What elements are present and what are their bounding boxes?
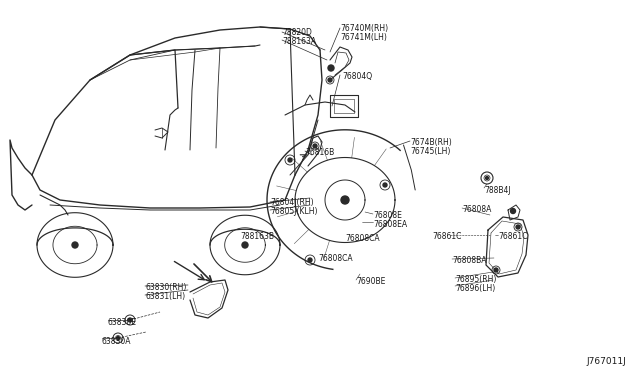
Text: 76808BA: 76808BA <box>452 256 486 265</box>
Circle shape <box>116 337 120 340</box>
Text: 76741M(LH): 76741M(LH) <box>340 33 387 42</box>
Circle shape <box>328 65 334 71</box>
Circle shape <box>288 158 292 162</box>
Text: 76808A: 76808A <box>462 205 492 214</box>
Text: 63830E: 63830E <box>108 318 137 327</box>
Text: 76808CA: 76808CA <box>345 234 380 243</box>
Circle shape <box>72 242 78 248</box>
Text: 788163B: 788163B <box>240 232 274 241</box>
Circle shape <box>486 176 488 180</box>
Text: 76808E: 76808E <box>373 211 402 220</box>
Text: 7690BE: 7690BE <box>356 277 385 286</box>
Text: 76745(LH): 76745(LH) <box>410 147 451 156</box>
Text: 63831(LH): 63831(LH) <box>145 292 185 301</box>
Text: 7674B(RH): 7674B(RH) <box>410 138 452 147</box>
Circle shape <box>242 242 248 248</box>
Text: 76808EA: 76808EA <box>373 220 407 229</box>
Circle shape <box>383 183 387 187</box>
Text: 788163A: 788163A <box>282 37 316 46</box>
Circle shape <box>516 225 520 229</box>
Text: 76740M(RH): 76740M(RH) <box>340 24 388 33</box>
Text: 788B4J: 788B4J <box>484 186 511 195</box>
Circle shape <box>341 196 349 204</box>
Text: 76805J(KLH): 76805J(KLH) <box>270 207 317 216</box>
Circle shape <box>328 78 332 82</box>
Circle shape <box>128 318 132 322</box>
Text: 78820D: 78820D <box>282 28 312 37</box>
Text: J767011J: J767011J <box>586 357 626 366</box>
Text: 76895(RH): 76895(RH) <box>455 275 497 284</box>
Text: 63830(RH): 63830(RH) <box>145 283 186 292</box>
Text: 76861C: 76861C <box>498 232 527 241</box>
Text: 63830A: 63830A <box>102 337 131 346</box>
Text: 76816B: 76816B <box>305 148 334 157</box>
Circle shape <box>511 208 515 214</box>
Text: 76896(LH): 76896(LH) <box>455 284 495 293</box>
Text: 76804J(RH): 76804J(RH) <box>270 198 314 207</box>
Text: 76861C: 76861C <box>432 232 461 241</box>
Text: 76808CA: 76808CA <box>318 254 353 263</box>
Circle shape <box>313 144 317 148</box>
Circle shape <box>308 258 312 262</box>
Text: 76804Q: 76804Q <box>342 72 372 81</box>
Circle shape <box>494 268 498 272</box>
